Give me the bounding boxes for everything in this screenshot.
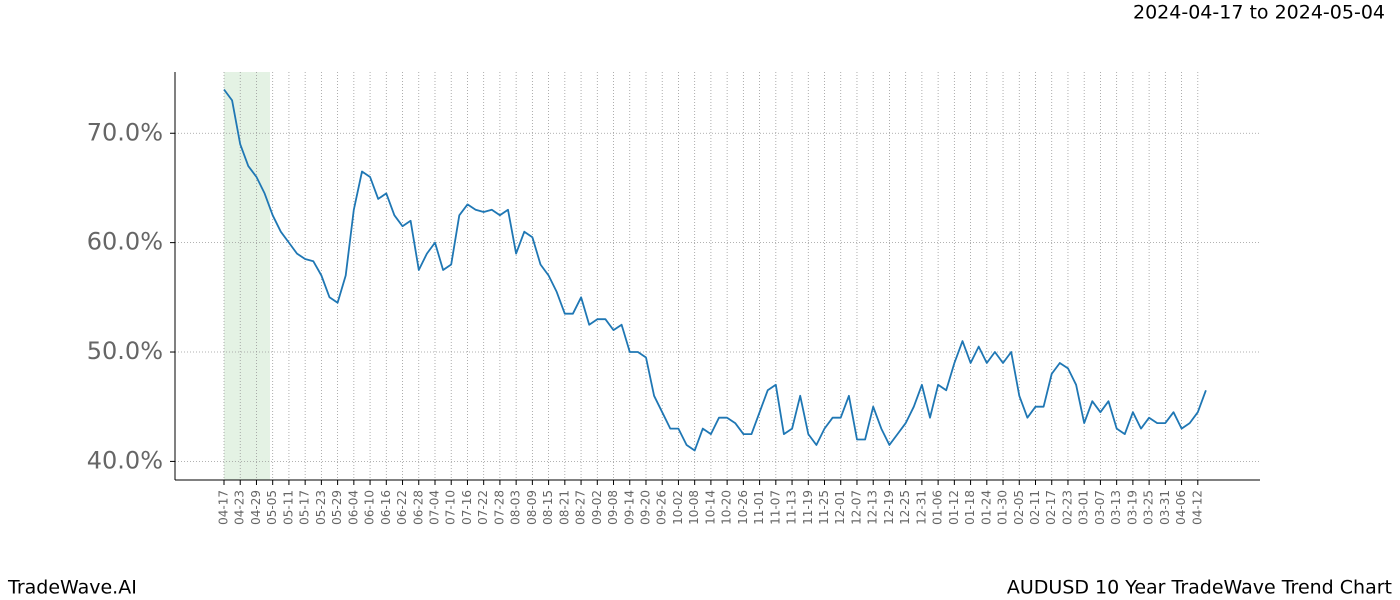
y-tick-label: 50.0% xyxy=(87,337,163,365)
x-tick-label: 08-09 xyxy=(525,490,539,525)
x-tick-label: 09-26 xyxy=(655,490,669,525)
x-tick-label: 09-08 xyxy=(606,490,620,525)
x-tick-label: 08-21 xyxy=(557,490,571,525)
x-tick-label: 08-27 xyxy=(574,490,588,525)
x-tick-label: 12-25 xyxy=(898,490,912,525)
x-tick-label: 06-22 xyxy=(395,490,409,525)
y-tick-label: 70.0% xyxy=(87,118,163,146)
x-tick-label: 05-23 xyxy=(314,490,328,525)
x-tick-label: 03-25 xyxy=(1142,490,1156,525)
x-tick-label: 03-13 xyxy=(1109,490,1123,525)
x-tick-label: 05-05 xyxy=(265,490,279,525)
x-tick-label: 07-10 xyxy=(444,490,458,525)
x-tick-label: 03-19 xyxy=(1125,490,1139,525)
x-tick-label: 04-17 xyxy=(217,490,231,525)
x-tick-label: 01-18 xyxy=(963,490,977,525)
x-tick-label: 04-23 xyxy=(233,490,247,525)
x-tick-label: 12-07 xyxy=(849,490,863,525)
x-tick-label: 03-31 xyxy=(1158,490,1172,525)
x-tick-label: 08-03 xyxy=(509,490,523,525)
x-tick-label: 02-11 xyxy=(1028,490,1042,525)
chart-subtitle: 2024-04-17 to 2024-05-04 xyxy=(1133,2,1385,24)
x-tick-label: 09-20 xyxy=(638,490,652,525)
highlight-band xyxy=(224,72,270,480)
x-tick-label: 06-04 xyxy=(346,490,360,525)
x-tick-label: 04-12 xyxy=(1190,490,1204,525)
x-tick-label: 11-07 xyxy=(768,490,782,525)
x-tick-label: 01-24 xyxy=(979,490,993,525)
x-tick-label: 01-12 xyxy=(947,490,961,525)
x-tick-label: 02-05 xyxy=(1012,490,1026,525)
x-tick-label: 12-01 xyxy=(833,490,847,525)
x-tick-label: 11-01 xyxy=(752,490,766,525)
x-tick-label: 11-13 xyxy=(785,490,799,525)
x-tick-label: 07-28 xyxy=(492,490,506,525)
x-tick-label: 11-25 xyxy=(817,490,831,525)
x-tick-label: 09-02 xyxy=(590,490,604,525)
x-tick-label: 07-22 xyxy=(476,490,490,525)
trend-line xyxy=(223,88,1207,452)
x-tick-label: 04-06 xyxy=(1174,490,1188,525)
x-tick-label: 05-17 xyxy=(298,490,312,525)
x-tick-label: 10-14 xyxy=(703,490,717,525)
brand: TradeWave.AI xyxy=(7,577,137,599)
x-tick-label: 06-10 xyxy=(363,490,377,525)
x-tick-label: 12-31 xyxy=(914,490,928,525)
x-tick-label: 09-14 xyxy=(622,490,636,525)
x-tick-label: 04-29 xyxy=(249,490,263,525)
x-tick-label: 07-04 xyxy=(427,490,441,525)
x-tick-label: 02-17 xyxy=(1044,490,1058,525)
x-tick-label: 03-01 xyxy=(1077,490,1091,525)
x-tick-label: 12-19 xyxy=(882,490,896,525)
x-tick-label: 06-28 xyxy=(411,490,425,525)
plot-area: 40.0% 50.0% 60.0% 70.0% 04-17 04-23 04-29 05-05… xyxy=(87,72,1260,525)
chart-title: AUDUSD 10 Year TradeWave Trend Chart xyxy=(1007,577,1392,599)
x-tick-label: 10-02 xyxy=(671,490,685,525)
x-tick-label: 01-30 xyxy=(996,490,1010,525)
x-tick-label: 10-26 xyxy=(736,490,750,525)
x-tick-label: 03-07 xyxy=(1093,490,1107,525)
x-tick-label: 12-13 xyxy=(866,490,880,525)
x-tick-label: 10-08 xyxy=(687,490,701,525)
x-tick-label: 02-23 xyxy=(1060,490,1074,525)
x-tick-label: 07-16 xyxy=(460,490,474,525)
x-tick-label: 08-15 xyxy=(541,490,555,525)
x-tick-label: 11-19 xyxy=(801,490,815,525)
y-tick-label: 40.0% xyxy=(87,446,163,474)
y-tick-label: 60.0% xyxy=(87,228,163,256)
x-tick-label: 10-20 xyxy=(720,490,734,525)
x-tick-label: 01-06 xyxy=(931,490,945,525)
x-tick-label: 05-29 xyxy=(330,490,344,525)
x-tick-label: 05-11 xyxy=(281,490,295,525)
x-tick-label: 06-16 xyxy=(379,490,393,525)
